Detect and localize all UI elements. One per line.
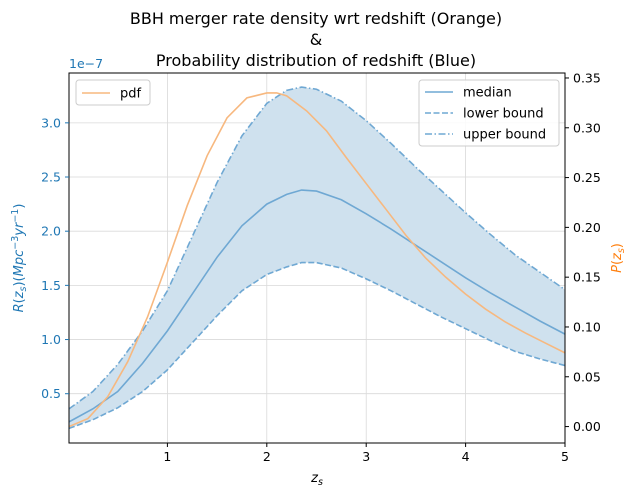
series-line-upper-bound	[68, 86, 566, 410]
right-tick-label: 0.05	[573, 369, 601, 384]
confidence-band	[69, 87, 565, 429]
right-axis-label: P(zs)	[610, 243, 627, 273]
legend-pdf-frame	[75, 79, 151, 106]
plot-area-frame	[68, 72, 566, 444]
chart-title: BBH merger rate density wrt redshift (Or…	[130, 9, 502, 70]
legend-bounds-frame	[418, 79, 560, 147]
series-line-lower-bound	[68, 261, 566, 430]
left-axis-ticks: 0.5 1.0 1.5 2.0 2.5 3.0	[41, 115, 69, 401]
right-tick-label: 0.20	[573, 220, 601, 235]
legend-upper-bound-label: upper bound	[463, 128, 546, 143]
right-tick-label: 0.15	[573, 270, 601, 285]
legend-pdf: pdf	[75, 79, 151, 106]
series-lines	[68, 86, 566, 430]
legend-bounds: median lower bound upper bound	[418, 79, 560, 147]
left-tick-label: 1.0	[41, 332, 61, 347]
legend-lower-bound-label: lower bound	[463, 107, 544, 122]
right-tick-label: 0.30	[573, 120, 601, 135]
title-line-2: &	[310, 30, 322, 49]
x-tick-label: 4	[462, 449, 470, 464]
x-tick-label: 2	[263, 449, 271, 464]
right-tick-label: 0.00	[573, 419, 601, 434]
left-axis-label: R(zs)(Mpc−3yr−1)	[10, 204, 29, 313]
x-axis-ticks: 1 2 3 4 5	[163, 443, 569, 464]
title-line-1: BBH merger rate density wrt redshift (Or…	[130, 9, 502, 28]
series-line-median	[68, 189, 566, 423]
confidence-band-fill	[69, 87, 565, 429]
right-tick-label: 0.35	[573, 70, 601, 85]
x-tick-label: 5	[561, 449, 569, 464]
x-tick-label: 3	[362, 449, 370, 464]
x-tick-label: 1	[163, 449, 171, 464]
right-axis-ticks: 0.00 0.05 0.10 0.15 0.20 0.25 0.30 0.35	[565, 70, 601, 434]
left-tick-label: 1.5	[41, 278, 61, 293]
title-line-3: Probability distribution of redshift (Bl…	[156, 51, 476, 70]
left-tick-label: 2.5	[41, 170, 61, 185]
left-tick-label: 0.5	[41, 386, 61, 401]
legend-median-label: median	[463, 86, 512, 101]
x-axis-label: zs	[310, 471, 323, 488]
right-tick-label: 0.25	[573, 170, 601, 185]
left-tick-label: 3.0	[41, 115, 61, 130]
left-axis-offset-label: 1e−7	[69, 56, 103, 71]
legend-pdf-label: pdf	[120, 87, 142, 102]
right-tick-label: 0.10	[573, 319, 601, 334]
left-tick-label: 2.0	[41, 224, 61, 239]
series-line-pdf	[68, 92, 566, 428]
